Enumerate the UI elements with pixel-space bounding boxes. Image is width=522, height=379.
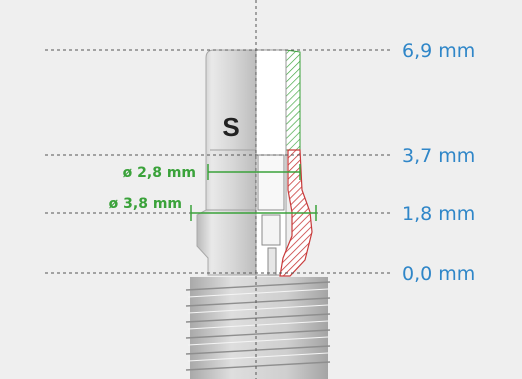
level-label-6-9: 6,9 mm [402,40,475,62]
abutment-letter: S [222,112,239,142]
diameter-label-2-8: ø 2,8 mm [123,165,196,181]
abutment-body [196,49,257,276]
implant-thread [185,277,331,379]
level-label-1-8: 1,8 mm [402,203,475,225]
diameter-dimension-lines [190,164,317,221]
level-label-0-0: 0,0 mm [402,263,475,285]
level-label-3-7: 3,7 mm [402,145,475,167]
diameter-label-3-8: ø 3,8 mm [109,196,182,212]
